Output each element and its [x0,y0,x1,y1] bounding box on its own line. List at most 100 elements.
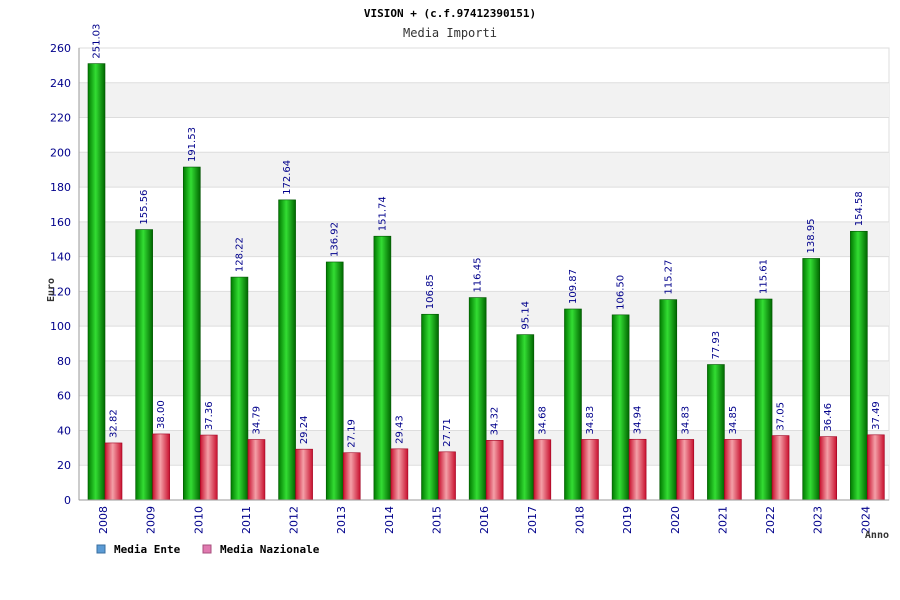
bar-media-ente-2010 [182,166,201,501]
data-label: 136.92 [330,222,341,257]
x-tick-label: 2011 [240,506,253,534]
data-label: 37.49 [871,401,882,430]
bar-media-nazionale-2020 [676,439,695,501]
bar-media-ente-2022 [754,298,773,501]
data-label: 27.71 [442,418,453,447]
data-label: 172.64 [282,160,293,195]
data-label: 29.24 [299,416,310,445]
bar-media-ente-2019 [611,314,630,501]
x-tick-label: 2012 [288,506,301,534]
legend: Media Ente Media Nazionale [96,543,320,556]
bar-media-nazionale-2016 [485,440,504,501]
x-tick-label: 2021 [716,506,729,534]
data-label: 106.85 [425,274,436,309]
bar-media-ente-2008 [87,63,106,501]
data-label: 34.68 [537,406,548,435]
data-label: 151.74 [377,196,388,231]
bar-media-nazionale-2023 [819,436,838,501]
data-label: 34.83 [680,406,691,435]
bar-media-nazionale-2019 [628,438,647,501]
data-label: 115.61 [759,259,770,294]
y-tick-label: 40 [57,424,71,437]
bar-media-ente-2016 [468,297,487,501]
x-tick-label: 2009 [145,506,158,534]
y-tick-label: 180 [50,181,71,194]
y-axis-ticks: 0 20 40 60 80 100 120 140 160 180 200 220 240 260 [50,42,71,507]
legend-label-media-nazionale: Media Nazionale [220,543,320,556]
x-tick-label: 2024 [859,506,872,534]
bar-media-ente-2013 [325,261,344,501]
data-label: 37.36 [204,401,215,430]
bar-media-nazionale-2010 [199,434,218,501]
y-tick-label: 60 [57,390,71,403]
data-label: 32.82 [109,409,120,438]
data-label: 37.05 [776,402,787,431]
x-tick-label: 2016 [478,506,491,534]
y-tick-label: 20 [57,459,71,472]
legend-label-media-ente: Media Ente [114,543,181,556]
data-label: 34.94 [633,406,644,435]
data-label: 34.32 [490,407,501,436]
chart-title: VISION + (c.f.97412390151) [364,7,536,20]
bar-media-ente-2024 [850,230,868,501]
bar-media-ente-2014 [373,235,392,501]
x-axis-ticks: 2008 2009 2010 2011 2012 2013 2014 2015 2016 2017… [97,506,872,534]
chart-subtitle: Media Importi [403,26,497,40]
bar-media-ente-2017 [516,334,535,501]
y-tick-label: 140 [50,251,71,264]
legend-swatch-media-nazionale [202,544,212,554]
x-tick-label: 2018 [573,506,586,534]
data-label: 109.87 [568,269,579,304]
bar-media-ente-2009 [135,229,153,501]
y-tick-label: 220 [50,112,71,125]
data-label: 115.27 [663,260,674,295]
bar-media-nazionale-2011 [247,439,266,501]
x-tick-label: 2010 [192,506,205,534]
data-label: 116.45 [473,258,484,293]
grid-band [79,221,889,257]
x-tick-label: 2017 [526,506,539,534]
bar-media-ente-2018 [564,308,582,501]
bar-media-nazionale-2015 [438,451,456,501]
y-tick-label: 80 [57,355,71,368]
y-tick-label: 200 [50,146,71,159]
data-label: 138.95 [806,218,817,253]
grid-band [79,152,889,188]
bar-media-nazionale-2012 [295,448,313,501]
grid-band [79,82,889,118]
x-tick-label: 2022 [764,506,777,534]
bar-media-ente-2015 [421,313,439,501]
x-tick-label: 2023 [812,506,825,534]
bar-media-nazionale-2014 [390,448,409,501]
data-label: 251.03 [92,24,103,59]
y-tick-label: 120 [50,285,71,298]
bar-media-nazionale-2021 [724,439,742,501]
y-tick-label: 100 [50,320,71,333]
data-label: 34.79 [251,406,262,435]
x-tick-label: 2014 [383,506,396,534]
bars: 251.03 32.82 155.56 38.00 191.53 37.36 128.22 3… [87,24,885,501]
data-label: 34.83 [585,406,596,435]
y-tick-label: 0 [64,494,71,507]
data-label: 29.43 [394,415,405,444]
data-label: 106.50 [616,275,627,310]
bar-media-nazionale-2024 [867,434,885,501]
bar-media-ente-2012 [278,199,296,501]
data-label: 155.56 [139,190,150,225]
x-tick-label: 2015 [431,506,444,534]
data-label: 154.58 [854,191,865,226]
x-axis-label: Anno [865,530,889,541]
bar-media-nazionale-2018 [581,439,599,501]
data-label: 38.00 [156,400,167,429]
data-label: 128.22 [234,237,245,272]
bar-media-nazionale-2008 [104,442,123,501]
bar-media-nazionale-2022 [771,435,790,501]
x-tick-label: 2020 [669,506,682,534]
data-label: 34.85 [728,406,739,435]
x-tick-label: 2019 [621,506,634,534]
y-tick-label: 240 [50,77,71,90]
data-label: 36.46 [823,403,834,432]
legend-swatch-media-ente [96,544,106,554]
bar-media-ente-2023 [802,258,821,501]
